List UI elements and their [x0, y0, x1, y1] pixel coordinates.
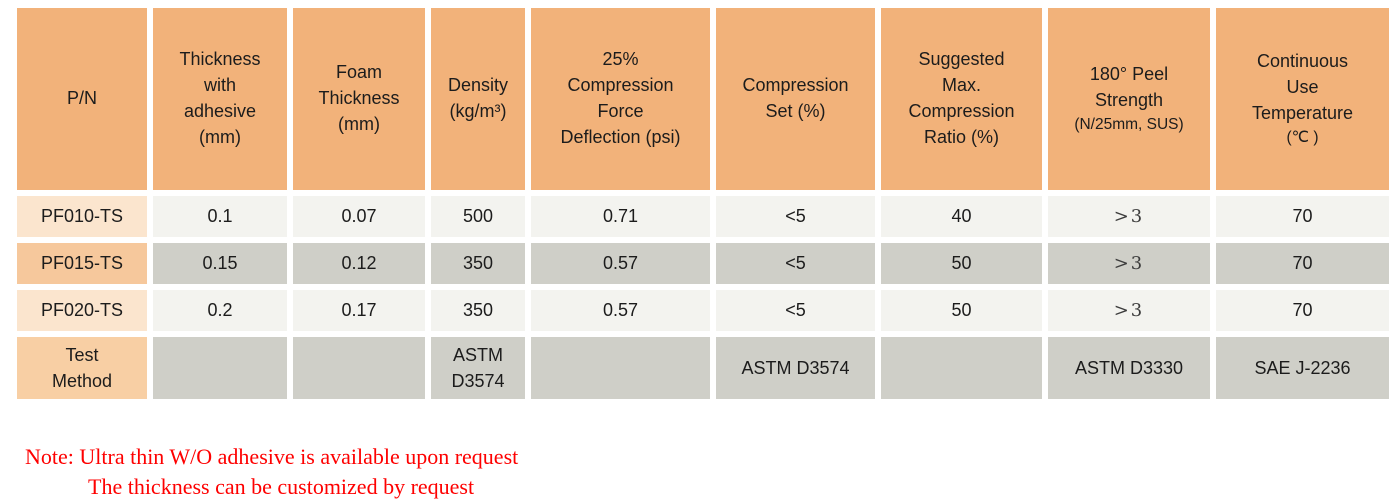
table-cell: 0.1 — [153, 196, 287, 237]
table-cell: 70 — [1216, 196, 1389, 237]
table-cell: >3 — [1048, 196, 1210, 237]
table-cell: <5 — [716, 243, 875, 284]
column-header-compression-force-deflection: 25% Compression Force Deflection (psi) — [531, 8, 710, 190]
table-cell: 350 — [431, 290, 525, 331]
table-cell: 0.57 — [531, 243, 710, 284]
table-cell: 70 — [1216, 243, 1389, 284]
column-header-peel-strength: 180° Peel Strength (N/25mm, SUS) — [1048, 8, 1210, 190]
table-row-test-method: Test Method ASTM D3574 ASTM D3574 ASTM D… — [17, 337, 1389, 399]
table-cell: <5 — [716, 196, 875, 237]
table-cell: 50 — [881, 243, 1042, 284]
table-cell: 0.57 — [531, 290, 710, 331]
table-cell: >3 — [1048, 290, 1210, 331]
table-cell: 0.15 — [153, 243, 287, 284]
table-cell: 0.12 — [293, 243, 425, 284]
column-header-peel-strength-unit: (N/25mm, SUS) — [1074, 116, 1184, 134]
table-cell: 50 — [881, 290, 1042, 331]
column-header-compression-force-deflection-label: 25% Compression Force Deflection (psi) — [560, 49, 681, 147]
table-row-pf010-ts: PF010-TS 0.1 0.07 500 0.71 <5 40 >3 70 — [17, 196, 1389, 237]
column-header-peel-strength-label: 180° Peel Strength — [1089, 64, 1169, 111]
table-row-pf020-ts: PF020-TS 0.2 0.17 350 0.57 <5 50 >3 70 — [17, 290, 1389, 331]
column-header-foam-thickness: Foam Thickness (mm) — [293, 8, 425, 190]
foam-spec-table: P/N Thickness with adhesive (mm) Foam Th… — [11, 2, 1395, 405]
note: Note: Ultra thin W/O adhesive is availab… — [0, 442, 1396, 502]
table-cell: SAE J-2236 — [1216, 337, 1389, 399]
column-header-foam-thickness-label: Foam Thickness (mm) — [318, 62, 400, 134]
note-line-1: Note: Ultra thin W/O adhesive is availab… — [25, 444, 519, 469]
column-header-density: Density (kg/m³) — [431, 8, 525, 190]
table-cell — [881, 337, 1042, 399]
table-cell: 70 — [1216, 290, 1389, 331]
table-cell — [531, 337, 710, 399]
column-header-pn: P/N — [17, 8, 147, 190]
table-cell: 0.17 — [293, 290, 425, 331]
table-cell: ASTM D3574 — [716, 337, 875, 399]
table-cell: ASTM D3574 — [431, 337, 525, 399]
part-number-cell: PF020-TS — [17, 290, 147, 331]
table-cell: 350 — [431, 243, 525, 284]
part-number-cell: PF015-TS — [17, 243, 147, 284]
table-cell — [293, 337, 425, 399]
table-cell: 0.2 — [153, 290, 287, 331]
table-cell: 0.71 — [531, 196, 710, 237]
column-header-suggested-max-compression-ratio-label: Suggested Max. Compression Ratio (%) — [908, 49, 1015, 147]
column-header-compression-set: Compression Set (%) — [716, 8, 875, 190]
test-method-label-cell: Test Method — [17, 337, 147, 399]
table-cell: ASTM D3330 — [1048, 337, 1210, 399]
table-cell: 40 — [881, 196, 1042, 237]
header-row: P/N Thickness with adhesive (mm) Foam Th… — [17, 8, 1389, 190]
column-header-thickness-with-adhesive-label: Thickness with adhesive (mm) — [179, 49, 261, 147]
table-cell: >3 — [1048, 243, 1210, 284]
table-cell — [153, 337, 287, 399]
table-row-pf015-ts: PF015-TS 0.15 0.12 350 0.57 <5 50 >3 70 — [17, 243, 1389, 284]
column-header-density-label: Density (kg/m³) — [447, 75, 509, 121]
column-header-continuous-use-temperature: Continuous Use Temperature (℃ ) — [1216, 8, 1389, 190]
column-header-thickness-with-adhesive: Thickness with adhesive (mm) — [153, 8, 287, 190]
note-line-2: The thickness can be customized by reque… — [88, 474, 475, 499]
column-header-compression-set-label: Compression Set (%) — [742, 75, 849, 121]
column-header-suggested-max-compression-ratio: Suggested Max. Compression Ratio (%) — [881, 8, 1042, 190]
column-header-pn-label: P/N — [66, 88, 97, 109]
column-header-continuous-use-temperature-label: Continuous Use Temperature — [1251, 51, 1354, 124]
part-number-cell: PF010-TS — [17, 196, 147, 237]
table-cell: 500 — [431, 196, 525, 237]
table-cell: <5 — [716, 290, 875, 331]
table-cell: 0.07 — [293, 196, 425, 237]
column-header-continuous-use-temperature-unit: (℃ ) — [1286, 129, 1319, 147]
